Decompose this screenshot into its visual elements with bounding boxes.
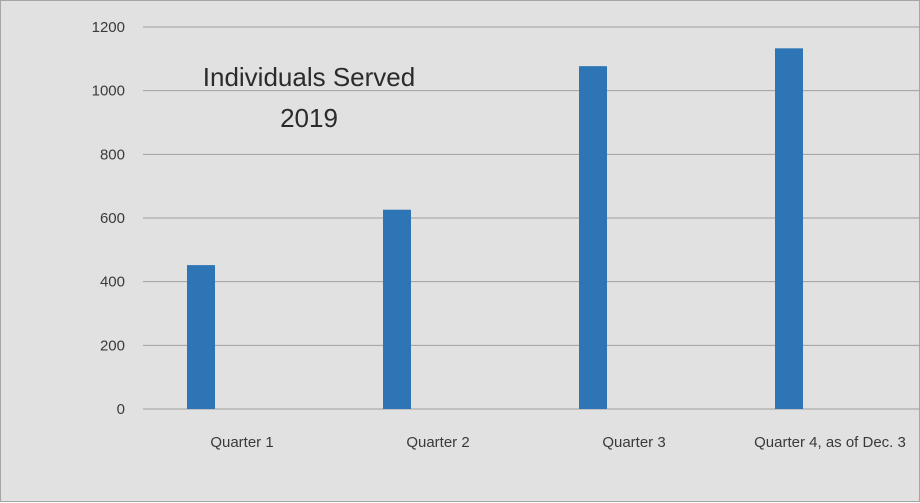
bar (579, 66, 607, 409)
chart-subtitle: 2019 (280, 103, 338, 133)
chart-title: Individuals Served (203, 62, 415, 92)
y-tick-label: 1000 (92, 83, 125, 100)
y-tick-label: 800 (100, 146, 125, 163)
y-tick-label: 400 (100, 274, 125, 291)
y-tick-label: 0 (117, 401, 125, 418)
x-axis-ticks: Quarter 1 Quarter 2 Quarter 3 Quarter 4, as… (210, 434, 906, 451)
bar (775, 48, 803, 409)
y-axis-ticks: 0 200 400 600 800 1000 1200 (92, 19, 125, 418)
gridlines (143, 26, 920, 410)
bars (187, 48, 803, 409)
x-tick-label: Quarter 3 (602, 434, 665, 451)
x-tick-label: Quarter 4, as of Dec. 3 (754, 434, 906, 451)
x-tick-label: Quarter 2 (406, 434, 469, 451)
bar (187, 265, 215, 409)
x-tick-label: Quarter 1 (210, 434, 273, 451)
bar (383, 209, 411, 409)
y-tick-label: 1200 (92, 19, 125, 36)
y-tick-label: 600 (100, 210, 125, 227)
y-tick-label: 200 (100, 337, 125, 354)
